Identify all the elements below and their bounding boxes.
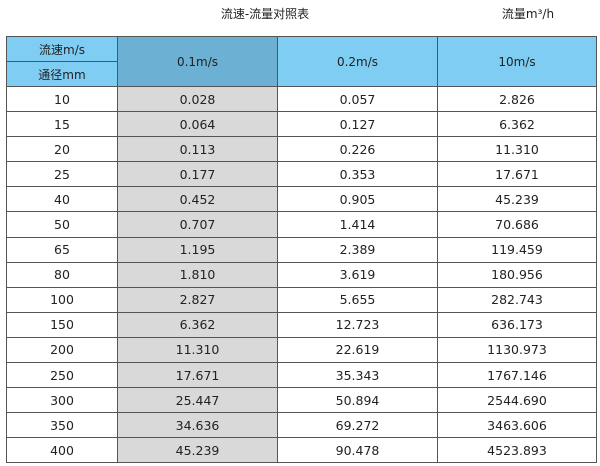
table-row: 350 34.636 69.272 3463.606 [6, 412, 597, 439]
diameter-cell: 80 [6, 261, 118, 288]
header-velocity-label: 流速m/s [6, 36, 118, 62]
table-row: 20 0.113 0.226 11.310 [6, 136, 597, 163]
header-col-0-2: 0.2m/s [277, 36, 438, 87]
flow-cell: 0.452 [117, 186, 278, 213]
flow-cell: 22.619 [277, 336, 438, 364]
flow-cell: 11.310 [117, 336, 278, 364]
table-row: 25 0.177 0.353 17.671 [6, 161, 597, 188]
flow-cell: 1.414 [277, 211, 438, 238]
flow-cell: 1.810 [117, 261, 278, 288]
flow-cell: 0.127 [277, 111, 438, 138]
flow-cell: 4523.893 [437, 437, 597, 464]
flow-cell: 2.826 [437, 85, 597, 113]
table-row: 200 11.310 22.619 1130.973 [6, 336, 597, 364]
flow-cell: 90.478 [277, 437, 438, 464]
table-row: 100 2.827 5.655 282.743 [6, 286, 597, 313]
flow-cell: 180.956 [437, 261, 597, 288]
diameter-cell: 250 [6, 362, 118, 389]
diameter-cell: 100 [6, 286, 118, 313]
diameter-cell: 300 [6, 387, 118, 414]
flow-cell: 2.827 [117, 286, 278, 313]
table-row: 15 0.064 0.127 6.362 [6, 111, 597, 138]
header-col-0-1: 0.1m/s [117, 36, 278, 87]
flow-cell: 2.389 [277, 236, 438, 263]
flow-cell: 6.362 [437, 111, 597, 138]
flow-cell: 25.447 [117, 387, 278, 414]
header-diameter-label: 通径mm [6, 61, 118, 87]
table-row: 40 0.452 0.905 45.239 [6, 186, 597, 213]
flow-cell: 636.173 [437, 311, 597, 338]
flow-cell: 0.707 [117, 211, 278, 238]
flow-cell: 11.310 [437, 136, 597, 163]
flow-cell: 119.459 [437, 236, 597, 263]
table-row: 80 1.810 3.619 180.956 [6, 261, 597, 288]
header-col-10: 10m/s [437, 36, 597, 87]
flow-cell: 0.226 [277, 136, 438, 163]
table-title: 流速-流量对照表 [220, 7, 310, 21]
diameter-cell: 150 [6, 311, 118, 338]
flow-cell: 69.272 [277, 412, 438, 439]
table-row: 300 25.447 50.894 2544.690 [6, 387, 597, 414]
flow-cell: 0.113 [117, 136, 278, 163]
flow-cell: 0.905 [277, 186, 438, 213]
flow-cell: 0.353 [277, 161, 438, 188]
flow-cell: 282.743 [437, 286, 597, 313]
flow-cell: 0.177 [117, 161, 278, 188]
diameter-cell: 25 [6, 161, 118, 188]
flow-cell: 12.723 [277, 311, 438, 338]
flow-cell: 3.619 [277, 261, 438, 288]
flow-cell: 70.686 [437, 211, 597, 238]
flow-cell: 45.239 [117, 437, 278, 464]
flow-cell: 3463.606 [437, 412, 597, 439]
diameter-cell: 40 [6, 186, 118, 213]
flow-cell: 2544.690 [437, 387, 597, 414]
diameter-cell: 65 [6, 236, 118, 263]
flow-cell: 17.671 [117, 362, 278, 389]
flow-cell: 1.195 [117, 236, 278, 263]
flow-rate-table: 流速m/s 0.1m/s 0.2m/s 10m/s 通径mm 10 0.028 0.… [6, 36, 597, 464]
flow-cell: 45.239 [437, 186, 597, 213]
diameter-cell: 350 [6, 412, 118, 439]
flow-cell: 0.057 [277, 85, 438, 113]
table-row: 150 6.362 12.723 636.173 [6, 311, 597, 338]
flow-cell: 0.064 [117, 111, 278, 138]
diameter-cell: 20 [6, 136, 118, 163]
table-row: 65 1.195 2.389 119.459 [6, 236, 597, 263]
flow-cell: 17.671 [437, 161, 597, 188]
flow-cell: 50.894 [277, 387, 438, 414]
diameter-cell: 50 [6, 211, 118, 238]
flow-cell: 35.343 [277, 362, 438, 389]
diameter-cell: 10 [6, 85, 118, 113]
table-body: 10 0.028 0.057 2.826 15 0.064 0.127 6.362 20 0.11… [6, 85, 597, 464]
diameter-cell: 15 [6, 111, 118, 138]
diameter-cell: 400 [6, 437, 118, 464]
table-row: 250 17.671 35.343 1767.146 [6, 362, 597, 389]
table-row: 10 0.028 0.057 2.826 [6, 85, 597, 113]
unit-label: 流量m³/h [501, 7, 555, 21]
flow-cell: 1767.146 [437, 362, 597, 389]
flow-cell: 6.362 [117, 311, 278, 338]
flow-cell: 34.636 [117, 412, 278, 439]
flow-cell: 5.655 [277, 286, 438, 313]
table-row: 50 0.707 1.414 70.686 [6, 211, 597, 238]
diameter-cell: 200 [6, 336, 118, 364]
flow-cell: 0.028 [117, 85, 278, 113]
table-row: 400 45.239 90.478 4523.893 [6, 437, 597, 464]
flow-cell: 1130.973 [437, 336, 597, 364]
